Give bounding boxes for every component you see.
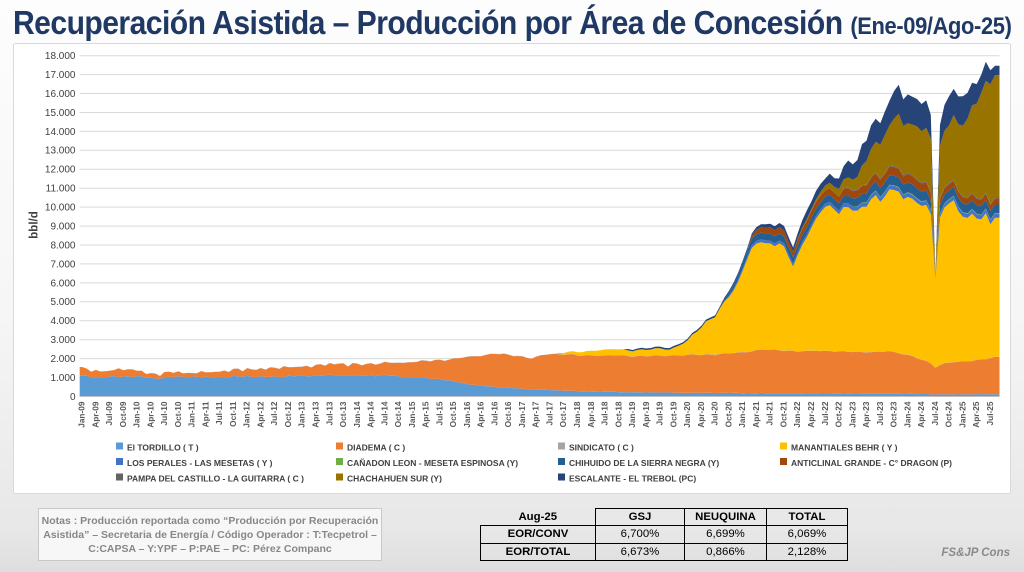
svg-text:Apr-21: Apr-21 [751, 401, 761, 428]
svg-text:Apr-16: Apr-16 [476, 401, 486, 428]
svg-text:17.000: 17.000 [45, 70, 76, 81]
svg-text:15.000: 15.000 [45, 108, 76, 119]
svg-text:Jul-17: Jul-17 [545, 401, 555, 425]
svg-text:10.000: 10.000 [45, 203, 76, 214]
svg-text:Jan-09: Jan-09 [77, 401, 87, 428]
svg-text:Oct-12: Oct-12 [283, 401, 293, 427]
svg-text:CHACHAHUEN SUR (Y): CHACHAHUEN SUR (Y) [347, 474, 442, 484]
svg-text:Oct-18: Oct-18 [613, 401, 623, 427]
svg-text:Jul-16: Jul-16 [489, 401, 499, 425]
svg-text:LOS PERALES - LAS MESETAS ( Y: LOS PERALES - LAS MESETAS ( Y ) [127, 458, 273, 468]
svg-text:16.000: 16.000 [45, 89, 76, 100]
svg-text:Apr-22: Apr-22 [806, 401, 816, 428]
svg-text:9.000: 9.000 [50, 222, 75, 233]
svg-text:Jul-13: Jul-13 [324, 401, 334, 425]
svg-text:Apr-24: Apr-24 [916, 401, 926, 428]
svg-text:Oct-22: Oct-22 [834, 401, 844, 427]
svg-text:Jul-12: Jul-12 [269, 401, 279, 425]
svg-text:Oct-13: Oct-13 [338, 401, 348, 427]
svg-text:Jul-24: Jul-24 [930, 401, 940, 425]
svg-text:Oct-15: Oct-15 [448, 401, 458, 427]
svg-text:Apr-19: Apr-19 [641, 401, 651, 428]
svg-text:SINDICATO ( C ): SINDICATO ( C ) [569, 443, 634, 453]
svg-text:12.000: 12.000 [45, 165, 76, 176]
svg-text:4.000: 4.000 [50, 316, 75, 327]
svg-text:11.000: 11.000 [46, 184, 76, 195]
svg-text:ESCALANTE - EL TREBOL (PC): ESCALANTE - EL TREBOL (PC) [569, 474, 696, 484]
svg-text:14.000: 14.000 [45, 127, 76, 138]
svg-text:0: 0 [70, 392, 76, 403]
svg-text:Jan-23: Jan-23 [847, 401, 857, 428]
svg-text:Apr-12: Apr-12 [255, 401, 265, 428]
svg-text:Jul-15: Jul-15 [434, 401, 444, 425]
svg-text:Apr-23: Apr-23 [861, 401, 871, 428]
svg-text:Jan-20: Jan-20 [682, 401, 692, 428]
svg-text:Apr-13: Apr-13 [311, 401, 321, 428]
svg-text:Jan-10: Jan-10 [132, 401, 142, 428]
svg-text:Apr-25: Apr-25 [971, 401, 981, 428]
svg-text:Jul-25: Jul-25 [985, 401, 995, 425]
svg-text:5.000: 5.000 [50, 297, 75, 308]
svg-text:Jul-21: Jul-21 [765, 401, 775, 425]
svg-text:13.000: 13.000 [45, 146, 76, 157]
svg-text:Jul-20: Jul-20 [710, 401, 720, 425]
svg-text:Jan-22: Jan-22 [792, 401, 802, 428]
svg-text:Jul-09: Jul-09 [104, 401, 114, 425]
svg-text:Apr-20: Apr-20 [696, 401, 706, 428]
svg-text:Jan-15: Jan-15 [407, 401, 417, 428]
svg-text:Jan-11: Jan-11 [187, 401, 197, 427]
svg-text:Oct-14: Oct-14 [393, 401, 403, 427]
svg-text:Oct-10: Oct-10 [173, 401, 183, 427]
svg-text:MANANTIALES BEHR ( Y ): MANANTIALES BEHR ( Y ) [791, 443, 898, 453]
svg-text:Oct-24: Oct-24 [944, 401, 954, 427]
svg-text:Jul-18: Jul-18 [600, 401, 610, 425]
svg-text:3.000: 3.000 [50, 335, 75, 346]
svg-text:Apr-09: Apr-09 [90, 401, 100, 428]
svg-text:Jul-14: Jul-14 [379, 401, 389, 425]
svg-text:Jan-16: Jan-16 [462, 401, 472, 428]
svg-text:ANTICLINAL GRANDE - C° DRAGON: ANTICLINAL GRANDE - C° DRAGON (P) [791, 458, 952, 468]
svg-text:Jan-18: Jan-18 [572, 401, 582, 428]
svg-text:Jul-19: Jul-19 [655, 401, 665, 425]
svg-text:Apr-10: Apr-10 [145, 401, 155, 428]
svg-text:Oct-09: Oct-09 [118, 401, 128, 427]
svg-text:Jan-19: Jan-19 [627, 401, 637, 428]
svg-text:bbl/d: bbl/d [29, 211, 41, 238]
svg-text:Oct-20: Oct-20 [723, 401, 733, 427]
svg-text:El TORDILLO ( T ): El TORDILLO ( T ) [127, 443, 199, 453]
svg-text:Apr-11: Apr-11 [200, 401, 210, 427]
svg-text:Jan-25: Jan-25 [957, 401, 967, 428]
svg-text:Oct-21: Oct-21 [779, 401, 789, 427]
svg-text:8.000: 8.000 [50, 240, 75, 251]
svg-text:Apr-18: Apr-18 [586, 401, 596, 428]
svg-text:1.000: 1.000 [50, 373, 75, 384]
svg-text:Jan-24: Jan-24 [902, 401, 912, 428]
svg-text:Oct-16: Oct-16 [503, 401, 513, 427]
svg-text:Oct-23: Oct-23 [889, 401, 899, 427]
svg-text:CHIHUIDO DE LA SIERRA NEGRA (Y: CHIHUIDO DE LA SIERRA NEGRA (Y) [569, 458, 719, 468]
svg-text:Jul-10: Jul-10 [159, 401, 169, 425]
svg-text:18.000: 18.000 [45, 51, 76, 62]
svg-text:Jul-22: Jul-22 [820, 401, 830, 425]
svg-text:7.000: 7.000 [50, 259, 75, 270]
svg-text:Jan-12: Jan-12 [242, 401, 252, 428]
svg-text:Jan-14: Jan-14 [352, 401, 362, 428]
svg-text:Apr-15: Apr-15 [421, 401, 431, 428]
svg-text:PAMPA DEL CASTILLO - LA GUITAR: PAMPA DEL CASTILLO - LA GUITARRA ( C ) [127, 474, 304, 484]
svg-text:DIADEMA ( C ): DIADEMA ( C ) [347, 443, 405, 453]
svg-text:6.000: 6.000 [50, 278, 75, 289]
svg-text:Jul-11: Jul-11 [214, 401, 224, 425]
svg-text:Oct-19: Oct-19 [668, 401, 678, 427]
svg-text:Apr-14: Apr-14 [366, 401, 376, 428]
svg-text:Jul-23: Jul-23 [875, 401, 885, 425]
svg-text:Jan-21: Jan-21 [737, 401, 747, 428]
svg-text:Oct-11: Oct-11 [228, 401, 238, 427]
svg-text:Jan-17: Jan-17 [517, 401, 527, 428]
svg-text:Jan-13: Jan-13 [297, 401, 307, 428]
svg-text:2.000: 2.000 [50, 354, 75, 365]
svg-text:Apr-17: Apr-17 [531, 401, 541, 428]
svg-text:CAÑADON LEON - MESETA ESPINOSA: CAÑADON LEON - MESETA ESPINOSA (Y) [347, 458, 518, 468]
svg-text:Oct-17: Oct-17 [558, 401, 568, 427]
